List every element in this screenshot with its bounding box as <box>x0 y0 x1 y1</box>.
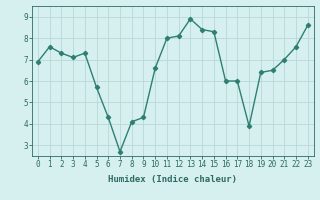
X-axis label: Humidex (Indice chaleur): Humidex (Indice chaleur) <box>108 175 237 184</box>
